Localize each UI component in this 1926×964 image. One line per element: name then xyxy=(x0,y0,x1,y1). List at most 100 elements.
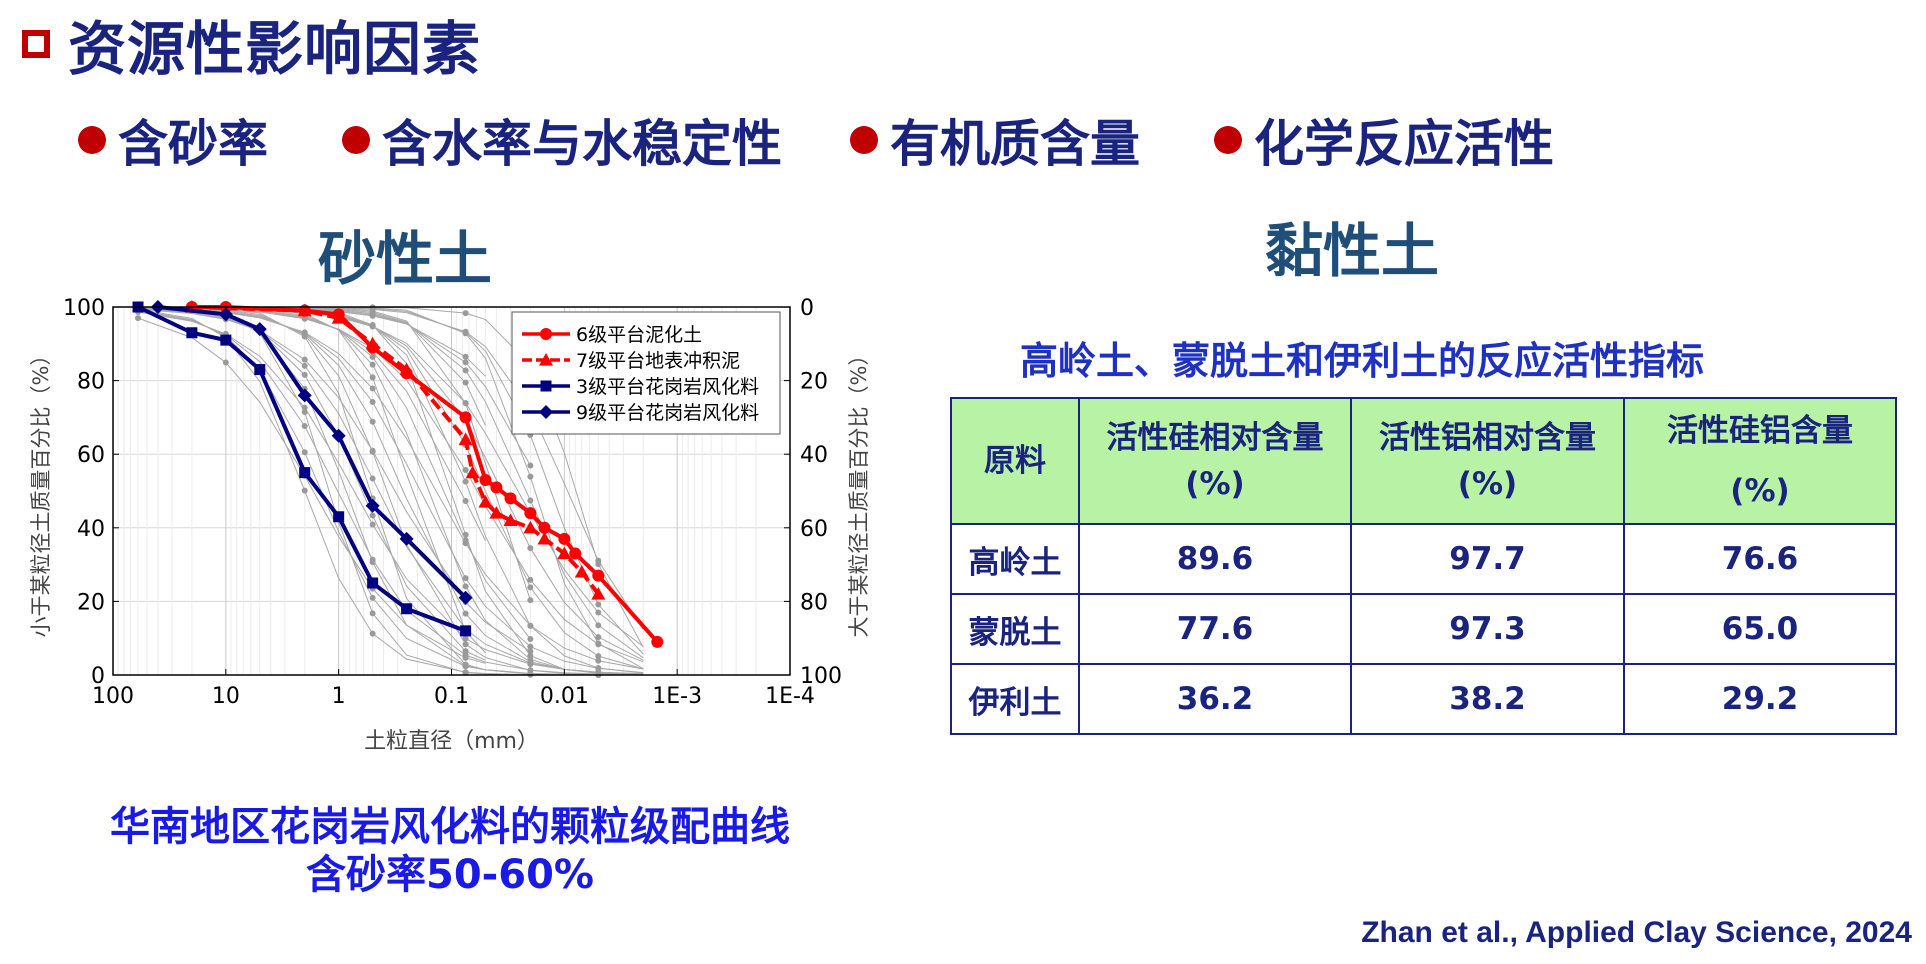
bullet-item-chemical-activity: 化学反应活性 xyxy=(1214,104,1554,176)
data-point xyxy=(331,311,346,324)
data-point xyxy=(504,492,517,505)
background-point xyxy=(527,497,534,504)
data-point xyxy=(574,564,589,578)
y2-tick-label: 80 xyxy=(800,590,828,615)
background-point xyxy=(369,556,376,563)
background-point xyxy=(369,308,376,315)
table-cell: 89.6 xyxy=(1078,523,1352,595)
background-point xyxy=(301,409,308,416)
background-point xyxy=(462,353,469,360)
data-point xyxy=(592,569,605,582)
series-line xyxy=(157,305,468,600)
data-point xyxy=(478,495,493,508)
data-point xyxy=(331,428,346,443)
data-point xyxy=(539,353,553,366)
background-point xyxy=(595,557,602,564)
data-point xyxy=(489,506,504,519)
sandy-soil-title: 砂性土 xyxy=(318,225,493,293)
background-point xyxy=(527,462,534,469)
background-curve xyxy=(137,308,531,652)
table-cell: 36.2 xyxy=(1078,663,1352,735)
background-point xyxy=(527,643,534,650)
bullet-dot-icon xyxy=(1214,126,1242,154)
legend-label: 9级平台花岗岩风化料 xyxy=(576,402,759,424)
y-tick-label: 40 xyxy=(77,517,105,542)
background-point xyxy=(462,583,469,590)
background-point xyxy=(527,636,534,643)
background-point xyxy=(369,594,376,601)
series-line xyxy=(191,305,600,596)
legend-label: 7级平台地表冲积泥 xyxy=(576,350,740,372)
background-point xyxy=(301,487,308,494)
clay-soil-title: 黏性土 xyxy=(1265,217,1440,285)
background-point xyxy=(527,661,534,668)
legend-label: 6级平台泥化土 xyxy=(576,324,702,346)
data-point xyxy=(367,577,379,589)
x-tick-label: 10 xyxy=(212,684,240,709)
background-point xyxy=(595,657,602,664)
background-curve xyxy=(137,311,644,675)
background-point xyxy=(462,467,469,474)
page-heading: 资源性影响因素 xyxy=(22,4,481,84)
table-cell: 97.3 xyxy=(1350,593,1625,665)
citation: Zhan et al., Applied Clay Science, 2024 xyxy=(1361,916,1912,949)
background-point xyxy=(462,540,469,547)
background-point xyxy=(301,422,308,429)
background-point xyxy=(301,333,308,340)
data-point xyxy=(220,334,232,346)
background-point xyxy=(369,475,376,482)
data-point xyxy=(591,587,606,600)
x-tick-label: 1E-3 xyxy=(652,684,702,709)
background-point xyxy=(462,663,469,670)
data-point xyxy=(460,625,472,637)
data-point xyxy=(365,336,380,350)
table-cell: 高岭土 xyxy=(950,523,1080,595)
background-curve xyxy=(137,310,644,676)
table-header-row: 原料 活性硅相对含量 (%) 活性铝相对含量 (%) 活性硅铝含量 (%) xyxy=(950,397,1897,525)
background-point xyxy=(369,448,376,455)
y-tick-label: 80 xyxy=(77,370,105,395)
data-point xyxy=(252,322,267,337)
table-header-cell: 活性硅相对含量 (%) xyxy=(1078,397,1352,525)
background-point xyxy=(462,654,469,661)
data-point xyxy=(297,303,312,317)
x-tick-label: 1E-4 xyxy=(765,684,815,709)
background-point xyxy=(527,584,534,591)
background-point xyxy=(462,641,469,648)
data-point xyxy=(465,465,480,479)
table-cell: 97.7 xyxy=(1350,523,1625,595)
table-cell: 29.2 xyxy=(1623,663,1897,735)
data-point xyxy=(557,546,572,560)
y2-tick-label: 0 xyxy=(800,296,814,321)
background-point xyxy=(462,400,469,407)
background-point xyxy=(527,473,534,480)
data-point xyxy=(540,380,552,392)
background-point xyxy=(222,359,229,366)
background-point xyxy=(369,418,376,425)
background-point xyxy=(369,374,376,381)
x-tick-label: 0.01 xyxy=(540,684,589,709)
table-cell: 38.2 xyxy=(1350,663,1625,735)
background-point xyxy=(369,512,376,519)
y-tick-label: 60 xyxy=(77,443,105,468)
y2-axis-label: 大于某粒径土质量百分比（%） xyxy=(847,345,871,638)
data-point xyxy=(186,327,198,339)
page-title: 资源性影响因素 xyxy=(68,15,482,83)
background-point xyxy=(462,310,469,317)
table-row: 高岭土 89.6 97.7 76.6 xyxy=(950,523,1897,595)
data-point xyxy=(218,307,233,322)
background-point xyxy=(595,609,602,616)
background-curve xyxy=(137,309,644,676)
background-point xyxy=(135,315,142,322)
background-point xyxy=(527,597,534,604)
background-point xyxy=(369,521,376,528)
table-cell: 65.0 xyxy=(1623,593,1897,665)
y-tick-label: 20 xyxy=(77,590,105,615)
table-title: 高岭土、蒙脱土和伊利土的反应活性指标 xyxy=(1020,339,1705,383)
background-point xyxy=(595,634,602,641)
background-point xyxy=(369,353,376,360)
data-point xyxy=(539,405,553,419)
table-cell: 77.6 xyxy=(1078,593,1352,665)
data-point xyxy=(458,590,473,605)
background-point xyxy=(527,576,534,583)
